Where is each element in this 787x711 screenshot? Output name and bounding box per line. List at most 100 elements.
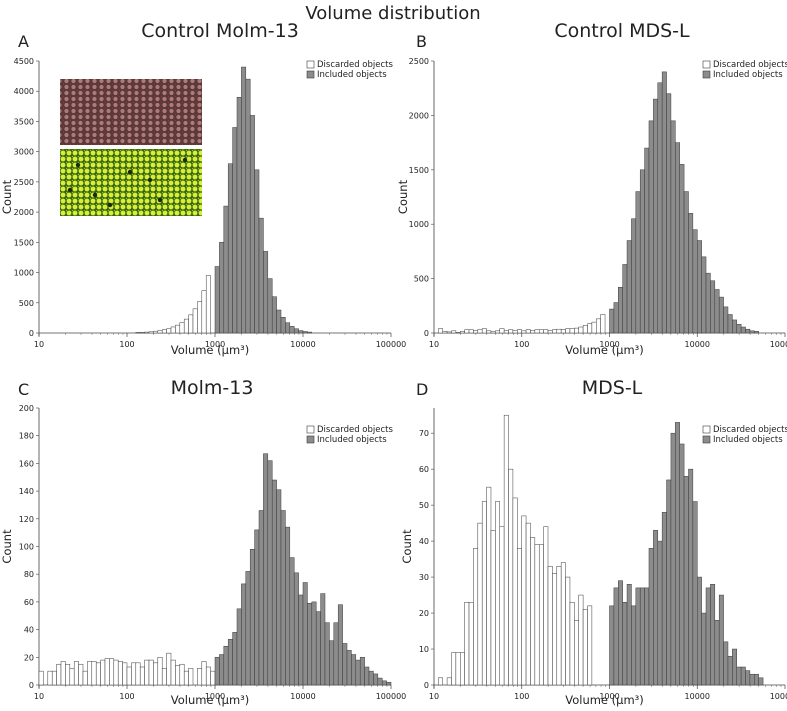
- histogram-bar: [631, 605, 637, 686]
- histogram-bar: [653, 530, 659, 686]
- x-tick-label: 10: [34, 340, 44, 349]
- histogram-bar: [473, 548, 479, 686]
- histogram-bar: [161, 329, 167, 334]
- histogram-bar: [675, 422, 680, 686]
- series-discarded: [38, 652, 216, 686]
- histogram-bar: [197, 301, 203, 334]
- histogram-bar: [373, 673, 379, 686]
- histogram-bar: [692, 501, 698, 686]
- histogram-bar: [82, 670, 88, 686]
- histogram-bar: [289, 557, 295, 686]
- chart-title: Molm-13: [171, 377, 254, 399]
- histogram-bar: [153, 662, 159, 686]
- histogram-bar: [144, 659, 150, 686]
- histogram-bar: [631, 218, 637, 334]
- histogram-bar: [468, 602, 474, 686]
- histogram-bar: [148, 331, 154, 334]
- histogram-bar: [60, 661, 66, 686]
- series-discarded: [438, 414, 593, 686]
- series-included: [609, 71, 759, 334]
- histogram-bar: [104, 658, 110, 686]
- histogram-bar: [499, 526, 505, 686]
- series-discarded: [438, 314, 606, 334]
- histogram-bar: [280, 510, 286, 686]
- histogram-bar: [688, 213, 694, 334]
- histogram-bar: [377, 677, 383, 686]
- legend-swatch: [702, 70, 711, 79]
- histogram-bar: [131, 662, 137, 686]
- x-tick-label: 1000: [599, 692, 619, 701]
- histogram-bar: [254, 169, 260, 334]
- histogram-bar: [503, 330, 509, 334]
- histogram-bar: [438, 677, 443, 686]
- histogram-bar: [718, 594, 724, 686]
- histogram-bar: [381, 680, 387, 686]
- y-tick-label: 100: [19, 543, 34, 552]
- x-tick-label: 10000: [685, 692, 710, 701]
- histogram-bar: [333, 622, 339, 686]
- y-tick-label: 200: [19, 404, 34, 413]
- y-tick-label: 500: [19, 299, 34, 308]
- histogram-bar: [135, 332, 141, 334]
- histogram-bar: [525, 522, 531, 686]
- histogram-bar: [622, 602, 628, 686]
- histogram-bar: [543, 329, 549, 334]
- histogram-bar: [727, 655, 733, 686]
- histogram-bar: [78, 663, 84, 686]
- histogram-bar: [613, 302, 619, 334]
- histogram-bar: [618, 580, 623, 686]
- y-tick-label: 1500: [409, 166, 429, 175]
- histogram-bar: [139, 332, 145, 334]
- y-tick-label: 2500: [14, 178, 34, 187]
- y-tick-label: 1000: [14, 269, 34, 278]
- x-tick-label: 100000: [770, 692, 787, 701]
- histogram-bar: [139, 666, 145, 686]
- histogram-bar: [148, 659, 154, 686]
- histogram-bar: [727, 314, 733, 334]
- histogram-bar: [578, 594, 584, 686]
- chart-panel-a: A Control Molm-13 0 500 1000 1500 2000 2500 3000…: [0, 20, 406, 357]
- histogram-bar: [499, 328, 505, 334]
- x-tick-label: 10000: [290, 692, 315, 701]
- histogram-bar: [219, 242, 225, 334]
- histogram-bar: [688, 468, 694, 686]
- panel-letter: B: [416, 32, 427, 51]
- histogram-bar: [324, 622, 330, 686]
- histogram-bar: [574, 327, 579, 334]
- inset-dark-spot: [157, 197, 163, 203]
- y-tick-label: 50: [419, 501, 429, 510]
- histogram-bar: [697, 576, 702, 686]
- histogram-bar: [745, 328, 751, 334]
- histogram-bar: [538, 329, 544, 334]
- histogram-bar: [477, 522, 483, 686]
- red-stained-cell-micrograph: [60, 79, 202, 145]
- legend-label: Discarded objects: [317, 425, 393, 435]
- histogram-bar: [596, 318, 601, 334]
- histogram-bar: [723, 306, 729, 334]
- histogram-bar: [495, 330, 500, 334]
- histogram-bar: [644, 147, 650, 334]
- histogram-bar: [201, 290, 207, 334]
- legend-label: Discarded objects: [317, 60, 393, 70]
- histogram-bar: [271, 296, 277, 334]
- x-tick-label: 10: [429, 340, 439, 349]
- histogram-bar: [241, 583, 247, 686]
- histogram-bar: [346, 650, 352, 686]
- histogram-bar: [587, 323, 593, 334]
- histogram-bar: [679, 443, 685, 686]
- histogram-bar: [109, 658, 115, 686]
- series-discarded: [135, 275, 211, 334]
- histogram-bar: [232, 127, 238, 334]
- x-tick-label: 100000: [376, 692, 407, 701]
- histogram-bar: [683, 476, 689, 686]
- y-tick-label: 4000: [14, 87, 34, 96]
- legend-swatch: [306, 70, 315, 79]
- histogram-bar: [517, 548, 522, 686]
- chart-panel-c: C Molm-13 0 20 40 60 80 100 120 140 160 180 200 10 100…: [0, 377, 406, 707]
- legend-label: Discarded objects: [713, 60, 787, 70]
- histogram-bar: [477, 329, 483, 334]
- histogram-bar: [701, 256, 707, 334]
- histogram-bar: [227, 163, 233, 334]
- histogram-bar: [547, 330, 553, 334]
- histogram-bar: [547, 566, 553, 686]
